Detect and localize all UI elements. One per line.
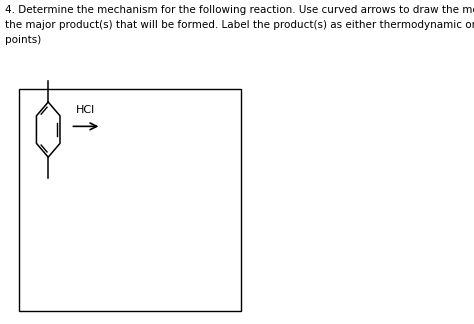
- Text: points): points): [5, 35, 41, 45]
- Text: 4. Determine the mechanism for the following reaction. Use curved arrows to draw: 4. Determine the mechanism for the follo…: [5, 5, 474, 15]
- Text: the major product(s) that will be formed. Label the product(s) as either thermod: the major product(s) that will be formed…: [5, 20, 474, 30]
- Bar: [18, 89, 241, 311]
- Text: HCl: HCl: [76, 105, 96, 115]
